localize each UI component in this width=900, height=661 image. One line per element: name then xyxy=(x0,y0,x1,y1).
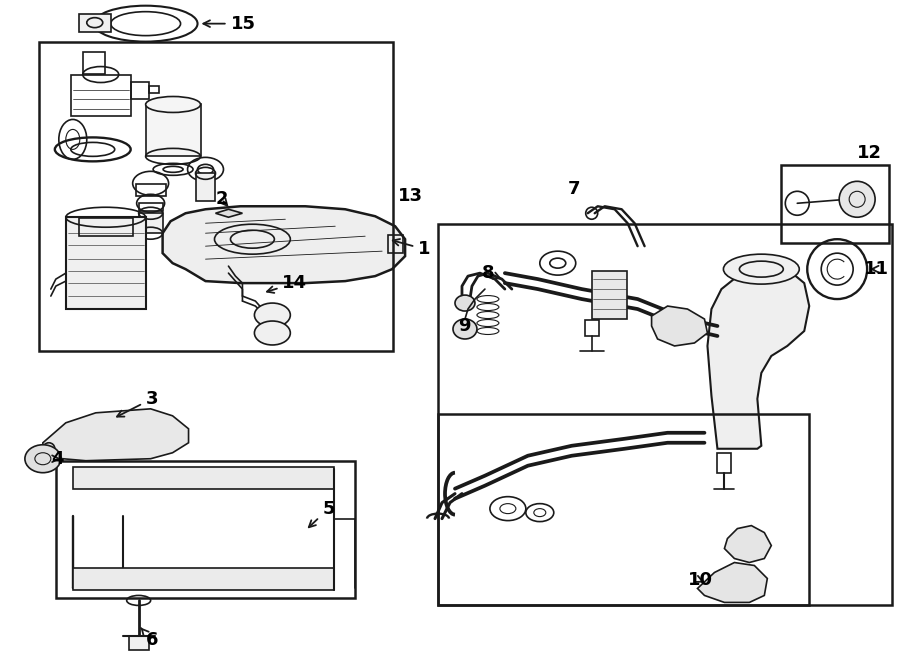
Text: 9: 9 xyxy=(458,317,471,335)
Bar xyxy=(130,81,148,100)
Bar xyxy=(585,320,598,336)
Bar xyxy=(139,214,163,233)
Bar xyxy=(73,467,334,488)
Text: 1: 1 xyxy=(392,239,430,258)
Bar xyxy=(781,165,889,243)
Text: 7: 7 xyxy=(568,180,580,198)
Bar xyxy=(717,453,732,473)
Text: 12: 12 xyxy=(857,144,882,163)
Bar xyxy=(83,52,104,73)
Text: 3: 3 xyxy=(117,390,158,416)
Bar xyxy=(73,568,334,590)
Polygon shape xyxy=(215,210,242,217)
Bar xyxy=(591,271,626,319)
Text: 2: 2 xyxy=(215,190,228,208)
Bar xyxy=(388,235,403,253)
Text: 13: 13 xyxy=(398,187,423,206)
Ellipse shape xyxy=(839,181,875,217)
Bar xyxy=(438,414,809,605)
Bar xyxy=(39,42,393,351)
Text: 10: 10 xyxy=(688,572,713,590)
Bar xyxy=(139,204,163,212)
Polygon shape xyxy=(163,206,405,283)
Bar xyxy=(438,224,892,605)
Ellipse shape xyxy=(255,303,291,327)
Text: 14: 14 xyxy=(267,274,308,293)
Bar xyxy=(56,461,356,598)
Text: 4: 4 xyxy=(50,449,63,468)
Bar xyxy=(136,184,166,196)
Ellipse shape xyxy=(255,321,291,345)
Bar xyxy=(79,218,132,236)
Bar xyxy=(148,85,158,93)
Text: 11: 11 xyxy=(864,260,889,278)
Bar xyxy=(129,637,148,650)
Bar xyxy=(146,104,201,157)
Ellipse shape xyxy=(724,254,799,284)
Ellipse shape xyxy=(25,445,61,473)
Bar xyxy=(195,173,215,201)
Ellipse shape xyxy=(455,295,475,311)
Text: 15: 15 xyxy=(203,15,256,32)
Bar xyxy=(66,217,146,309)
Text: 5: 5 xyxy=(309,500,335,527)
Ellipse shape xyxy=(453,319,477,339)
Bar xyxy=(71,75,130,116)
Text: 6: 6 xyxy=(141,628,158,649)
Text: 8: 8 xyxy=(482,264,500,282)
Polygon shape xyxy=(698,563,768,602)
Polygon shape xyxy=(707,266,809,449)
Bar xyxy=(79,14,111,32)
Polygon shape xyxy=(652,306,707,346)
Polygon shape xyxy=(724,525,771,563)
Ellipse shape xyxy=(146,97,201,112)
Polygon shape xyxy=(43,409,189,461)
